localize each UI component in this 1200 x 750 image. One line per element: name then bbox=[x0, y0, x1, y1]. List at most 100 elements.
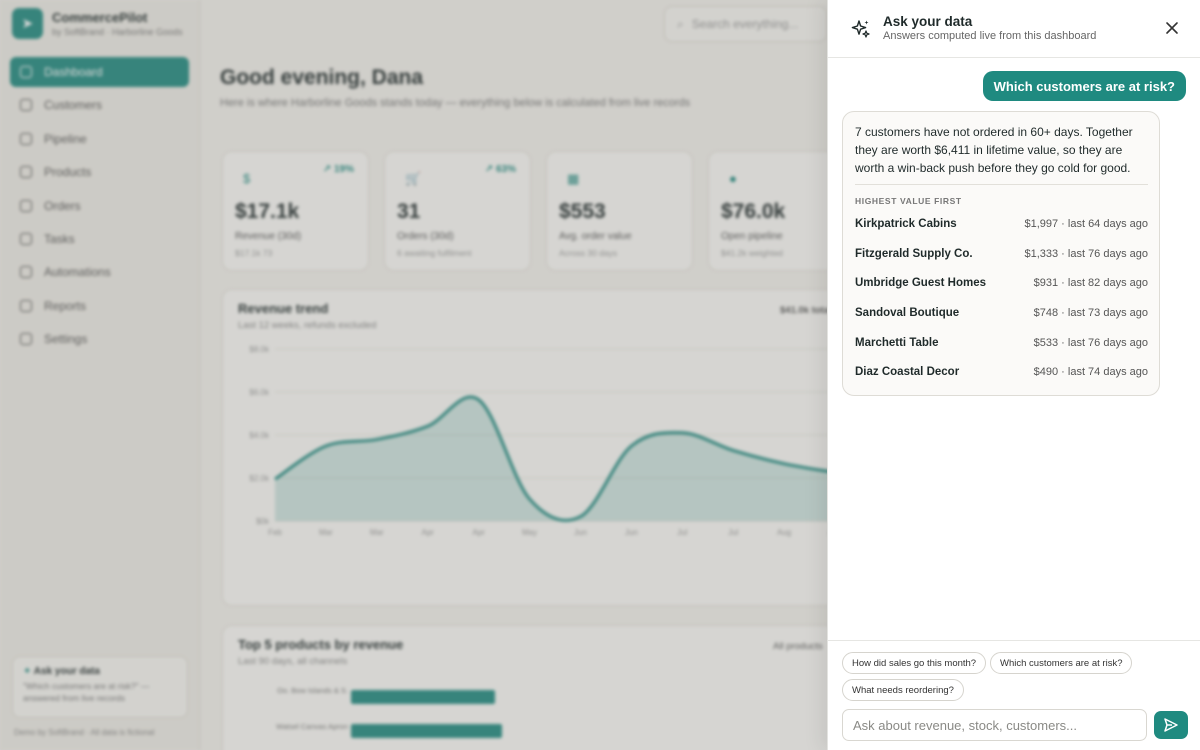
sidebar-item-pipeline[interactable]: Pipeline bbox=[10, 124, 189, 154]
x-tick-label: Mar bbox=[319, 528, 333, 537]
kpi-value: 31 bbox=[397, 200, 421, 223]
x-tick-label: Aug bbox=[777, 528, 791, 537]
sidebar: ➤ CommercePilot by SoftBrand · Harborlin… bbox=[0, 0, 200, 750]
kpi-card-orders[interactable]: 🛒 ↗ 63% 31 Orders (30d) 6 awaiting fulfi… bbox=[384, 151, 531, 271]
sidebar-item-label: Customers bbox=[44, 98, 103, 113]
ask-your-data-card[interactable]: ✦ Ask your data "Which customers are at … bbox=[12, 656, 188, 718]
ask-card-title: ✦ Ask your data bbox=[23, 666, 100, 677]
brand-logo-icon: ➤ bbox=[12, 8, 43, 39]
orders-icon bbox=[20, 199, 32, 212]
sidebar-item-label: Products bbox=[44, 165, 92, 180]
kpi-value: $17.1k bbox=[235, 200, 300, 223]
sidebar-item-settings[interactable]: Settings bbox=[10, 324, 189, 354]
sidebar-item-tasks[interactable]: Tasks bbox=[10, 224, 189, 254]
sidebar-item-label: Settings bbox=[44, 332, 88, 347]
kpi-label: Avg. order value bbox=[559, 231, 632, 242]
kpi-label: Orders (30d) bbox=[397, 231, 454, 242]
customer-name: Fitzgerald Supply Co. bbox=[855, 247, 973, 260]
x-tick-label: Feb bbox=[268, 528, 282, 537]
sidebar-item-reports[interactable]: Reports bbox=[10, 291, 189, 321]
list-item: Umbridge Guest Homes $931 · last 82 days … bbox=[855, 268, 1148, 298]
x-tick-label: Mar bbox=[370, 528, 384, 537]
ask-input[interactable] bbox=[842, 709, 1147, 741]
all-products-link[interactable]: All products bbox=[773, 641, 823, 652]
sidebar-item-dashboard[interactable]: Dashboard bbox=[10, 57, 189, 87]
kpi-sub: $17.1k 73 bbox=[235, 248, 273, 258]
customer-name: Sandoval Boutique bbox=[855, 306, 960, 319]
ask-data-drawer: Ask your data Answers computed live from… bbox=[827, 0, 1200, 750]
list-item: Sandoval Boutique $748 · last 73 days ago bbox=[855, 298, 1148, 328]
pipeline-icon bbox=[20, 132, 32, 145]
sidebar-footer: Demo by SoftBrand · All data is fictiona… bbox=[14, 728, 155, 737]
sidebar-item-label: Orders bbox=[44, 198, 81, 213]
cart-icon: 🛒 bbox=[405, 171, 422, 186]
target-icon: ● bbox=[729, 171, 737, 186]
customer-meta: $931 · last 82 days ago bbox=[1033, 277, 1148, 290]
x-tick-label: Apr bbox=[472, 528, 485, 537]
x-tick-label: Apr bbox=[422, 528, 435, 537]
revenue-area bbox=[275, 396, 835, 521]
kpi-sub: $41.2k weighted bbox=[721, 248, 783, 258]
kpi-card-aov[interactable]: ▦ $553 Avg. order value Across 30 days bbox=[546, 151, 693, 271]
brand[interactable]: ➤ CommercePilot by SoftBrand · Harborlin… bbox=[12, 8, 183, 39]
page-subtitle: Here is where Harborline Goods stands to… bbox=[220, 97, 691, 109]
kpi-label: Revenue (30d) bbox=[235, 231, 302, 242]
kpi-delta: ↗ 63% bbox=[484, 164, 516, 175]
kpi-delta: ↗ 19% bbox=[322, 164, 354, 175]
sparkles-icon bbox=[851, 20, 870, 38]
sidebar-item-label: Dashboard bbox=[44, 65, 103, 79]
brand-subtitle: by SoftBrand · Harborline Goods bbox=[52, 27, 183, 37]
at-risk-list: Kirkpatrick Cabins $1,997 · last 64 days … bbox=[855, 209, 1148, 387]
user-message: Which customers are at risk? bbox=[982, 71, 1186, 101]
box-icon bbox=[20, 166, 32, 179]
kpi-sub: 6 awaiting fulfilment bbox=[397, 248, 472, 258]
send-button[interactable] bbox=[1154, 711, 1188, 739]
product-label: Oo. Bow Islands & S. bbox=[277, 686, 348, 695]
customer-meta: $748 · last 73 days ago bbox=[1033, 306, 1148, 319]
y-tick-label: $2.0k bbox=[249, 474, 270, 483]
suggestion-chip-reorder[interactable]: What needs reordering? bbox=[842, 679, 964, 701]
sidebar-item-orders[interactable]: Orders bbox=[10, 191, 189, 221]
modal-overlay[interactable] bbox=[0, 0, 827, 750]
customer-name: Umbridge Guest Homes bbox=[855, 277, 986, 290]
suggestion-chip-at-risk[interactable]: Which customers are at risk? bbox=[990, 652, 1133, 674]
x-tick-label: Jul bbox=[728, 528, 738, 537]
composer: How did sales go this month? Which custo… bbox=[828, 640, 1200, 750]
sidebar-item-automations[interactable]: Automations bbox=[10, 257, 189, 287]
search-placeholder: Search everything... bbox=[691, 17, 799, 31]
panel-subtitle: Last 12 weeks, refunds excluded bbox=[238, 320, 377, 331]
ask-card-text: "Which customers are at risk?" — answere… bbox=[23, 681, 150, 703]
drawer-subtitle: Answers computed live from this dashboar… bbox=[883, 30, 1097, 42]
sidebar-item-label: Tasks bbox=[44, 231, 75, 246]
divider bbox=[855, 184, 1148, 185]
sidebar-item-label: Pipeline bbox=[44, 131, 87, 146]
close-icon[interactable] bbox=[1162, 18, 1182, 38]
kpi-card-revenue[interactable]: $ ↗ 19% $17.1k Revenue (30d) $17.1k 73 bbox=[222, 151, 369, 271]
sidebar-item-customers[interactable]: Customers bbox=[10, 90, 189, 120]
gear-icon bbox=[20, 333, 32, 346]
list-item: Fitzgerald Supply Co. $1,333 · last 76 da… bbox=[855, 239, 1148, 269]
y-tick-label: $0k bbox=[256, 517, 270, 526]
product-label: Watsel Canvas Apron bbox=[276, 722, 348, 731]
sparkle-icon: ✦ bbox=[23, 666, 34, 677]
list-item: Kirkpatrick Cabins $1,997 · last 64 days … bbox=[855, 209, 1148, 239]
global-search[interactable]: ⌕ Search everything... bbox=[664, 6, 827, 42]
list-item: Marchetti Table $533 · last 76 days ago bbox=[855, 328, 1148, 358]
kpi-value: $553 bbox=[559, 200, 606, 223]
suggestion-chip-sales[interactable]: How did sales go this month? bbox=[842, 652, 987, 674]
panel-subtitle: Last 90 days, all channels bbox=[238, 656, 348, 667]
customer-meta: $1,997 · last 64 days ago bbox=[1024, 217, 1148, 230]
kpi-sub: Across 30 days bbox=[559, 248, 618, 258]
x-tick-label: Jun bbox=[625, 528, 638, 537]
revenue-total: $41.0k total bbox=[780, 305, 832, 316]
x-tick-label: Jul bbox=[677, 528, 687, 537]
customer-meta: $533 · last 76 days ago bbox=[1033, 336, 1148, 349]
dollar-icon: $ bbox=[243, 171, 251, 186]
send-icon bbox=[1164, 718, 1178, 732]
sidebar-item-products[interactable]: Products bbox=[10, 157, 189, 187]
sidebar-item-label: Automations bbox=[44, 265, 111, 280]
product-bar bbox=[351, 724, 502, 738]
product-bar bbox=[351, 690, 495, 704]
panel-title: Revenue trend bbox=[238, 301, 329, 316]
